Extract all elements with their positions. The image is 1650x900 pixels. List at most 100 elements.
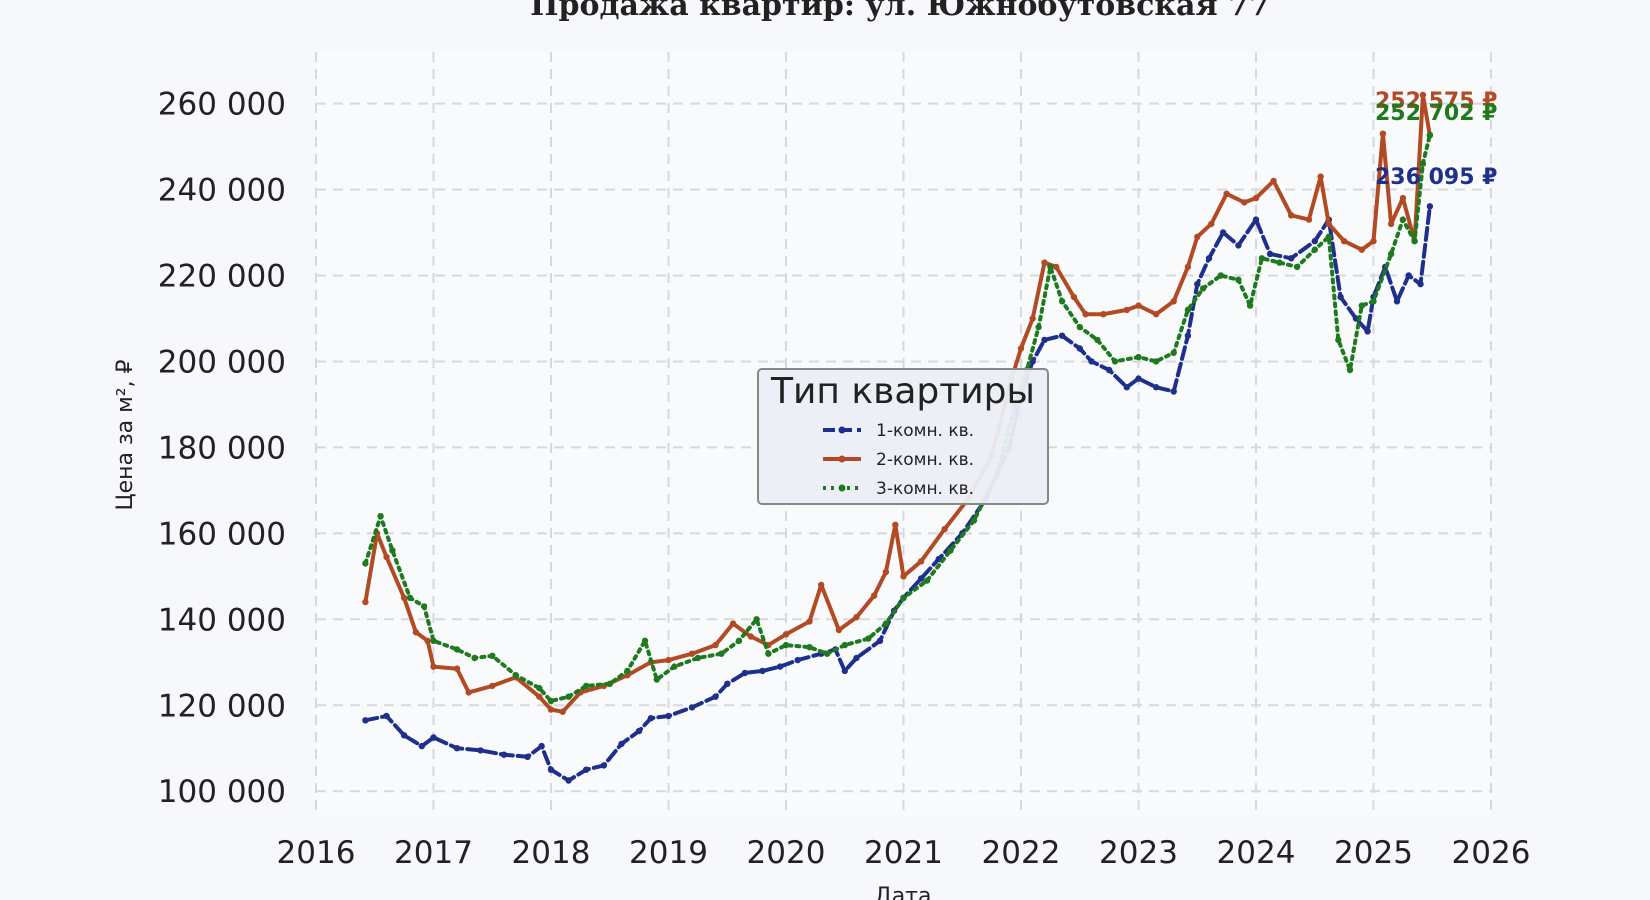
data-point [1370,298,1377,305]
data-point [1270,177,1277,185]
x-tick-label: 2024 [1217,835,1296,871]
data-point [782,631,790,638]
data-point [362,598,369,606]
data-point [400,732,408,739]
data-point [1135,302,1142,309]
data-point [1217,272,1225,279]
data-point [1152,384,1160,391]
x-tick-label: 2017 [394,835,473,871]
data-point [853,614,860,621]
data-point [917,575,925,582]
data-point [536,684,543,692]
data-point [1235,276,1242,283]
data-point [1029,315,1036,322]
data-point [500,751,508,758]
data-point [641,637,649,644]
data-point [624,667,631,675]
data-point [1370,237,1377,245]
data-point [712,693,719,700]
data-point [1305,216,1313,223]
y-tick-label: 100 000 [158,774,286,810]
series-line-3 [363,132,1432,703]
data-point [1041,259,1048,266]
data-point [383,712,390,720]
data-point [1199,285,1207,292]
data-point [583,682,590,690]
series-layer [362,91,1434,784]
y-axis-label: Цена за м², ₽ [113,359,138,510]
data-point [406,594,414,601]
data-point [923,577,931,584]
data-point [362,717,369,724]
data-point [1252,194,1260,202]
data-point [841,667,848,675]
y-tick-label: 220 000 [158,258,286,294]
data-point [1135,353,1142,361]
data-point [718,650,725,657]
data-point [765,650,772,657]
y-axis-ticks: 100 000 120 000 140 000 160 000 180 000 200 0… [158,87,286,811]
data-point [362,560,369,567]
data-point [900,594,907,601]
data-point [1246,302,1254,309]
data-point [735,637,743,644]
data-point [1223,190,1230,197]
data-point [818,581,825,589]
chart-title: Продажа квартир: ул. Южнобутовская 77 [530,0,1270,23]
data-point [1393,298,1401,305]
data-point [1076,345,1084,352]
data-point [1399,194,1407,202]
data-point [1184,332,1192,339]
data-point [565,777,572,784]
x-tick-label: 2018 [512,835,591,871]
y-tick-label: 200 000 [158,344,286,380]
x-tick-label: 2019 [629,835,708,871]
legend-marker [838,484,846,492]
data-point [383,553,390,561]
data-point [1340,237,1348,245]
data-point [917,558,925,565]
data-point [430,637,437,644]
data-point [606,680,613,687]
data-point [1035,323,1042,331]
data-point [1266,250,1274,258]
data-point [865,635,872,642]
data-point [1219,229,1227,236]
data-point [741,669,749,677]
data-point [653,676,660,683]
data-point [559,708,566,715]
data-point [823,650,831,657]
data-point [665,656,672,664]
legend: Тип квартиры 1-комн. кв. 2-комн. кв. 3-ком… [757,368,1049,505]
data-point [477,747,484,754]
data-point [1337,293,1344,301]
data-point [1135,375,1142,382]
data-point [806,644,813,651]
data-point [1405,272,1412,279]
data-point [1184,306,1192,314]
data-point [688,704,696,711]
data-point [453,646,461,653]
data-point [941,525,948,533]
end-value-label: 252 575 ₽ [1375,89,1497,114]
data-point [753,616,760,623]
data-point [900,573,907,580]
data-point [1208,220,1215,228]
data-point [1241,199,1248,206]
data-point [1111,358,1119,365]
data-point [600,762,608,769]
x-axis-ticks: 2016 2017 2018 2019 2020 2021 2022 2023 2024 2025… [277,835,1531,871]
data-point [1426,203,1434,210]
data-point [892,521,899,528]
data-point [1399,216,1407,223]
data-point [1387,250,1395,258]
data-point [882,620,890,627]
data-point [453,665,461,672]
y-tick-label: 120 000 [158,688,286,724]
data-point [1293,263,1301,271]
data-point [1387,220,1395,228]
legend-box [757,368,1049,505]
data-point [782,641,790,649]
data-point [547,706,555,713]
